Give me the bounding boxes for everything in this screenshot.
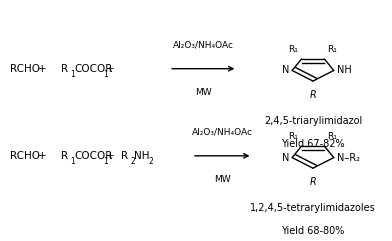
Text: Al₂O₃/NH₄OAc: Al₂O₃/NH₄OAc — [173, 41, 234, 50]
Text: R: R — [310, 177, 316, 187]
Text: Yield 68-80%: Yield 68-80% — [281, 226, 345, 236]
Text: 1: 1 — [103, 157, 108, 166]
Text: MW: MW — [214, 175, 230, 184]
Text: N: N — [282, 153, 289, 163]
Text: +: + — [105, 64, 114, 74]
Text: Yield 67-82%: Yield 67-82% — [281, 139, 345, 149]
Text: 2: 2 — [149, 157, 154, 166]
Text: COCOR: COCOR — [74, 151, 113, 161]
Text: N–R₂: N–R₂ — [337, 153, 360, 163]
Text: NH: NH — [134, 151, 150, 161]
Text: R₁: R₁ — [327, 45, 337, 54]
Text: R₁: R₁ — [327, 132, 337, 141]
Text: RCHO: RCHO — [10, 151, 40, 161]
Text: R₁: R₁ — [289, 45, 298, 54]
Text: R: R — [62, 64, 69, 74]
Text: 1: 1 — [103, 70, 108, 79]
Text: N: N — [282, 66, 289, 75]
Text: 2: 2 — [130, 157, 135, 166]
Text: R: R — [62, 151, 69, 161]
Text: MW: MW — [195, 87, 212, 97]
Text: R₁: R₁ — [289, 132, 298, 141]
Text: +: + — [105, 151, 114, 161]
Text: 1,2,4,5-tetrarylimidazoles: 1,2,4,5-tetrarylimidazoles — [250, 203, 376, 213]
Text: Al₂O₃/NH₄OAc: Al₂O₃/NH₄OAc — [192, 128, 253, 137]
Text: RCHO: RCHO — [10, 64, 40, 74]
Text: 2,4,5-triarylimidazol: 2,4,5-triarylimidazol — [264, 115, 362, 126]
Text: NH: NH — [337, 66, 352, 75]
Text: +: + — [38, 64, 47, 74]
Text: 1: 1 — [71, 157, 75, 166]
Text: +: + — [38, 151, 47, 161]
Text: COCOR: COCOR — [74, 64, 113, 74]
Text: R: R — [310, 90, 316, 100]
Text: 1: 1 — [71, 70, 75, 79]
Text: R: R — [121, 151, 128, 161]
